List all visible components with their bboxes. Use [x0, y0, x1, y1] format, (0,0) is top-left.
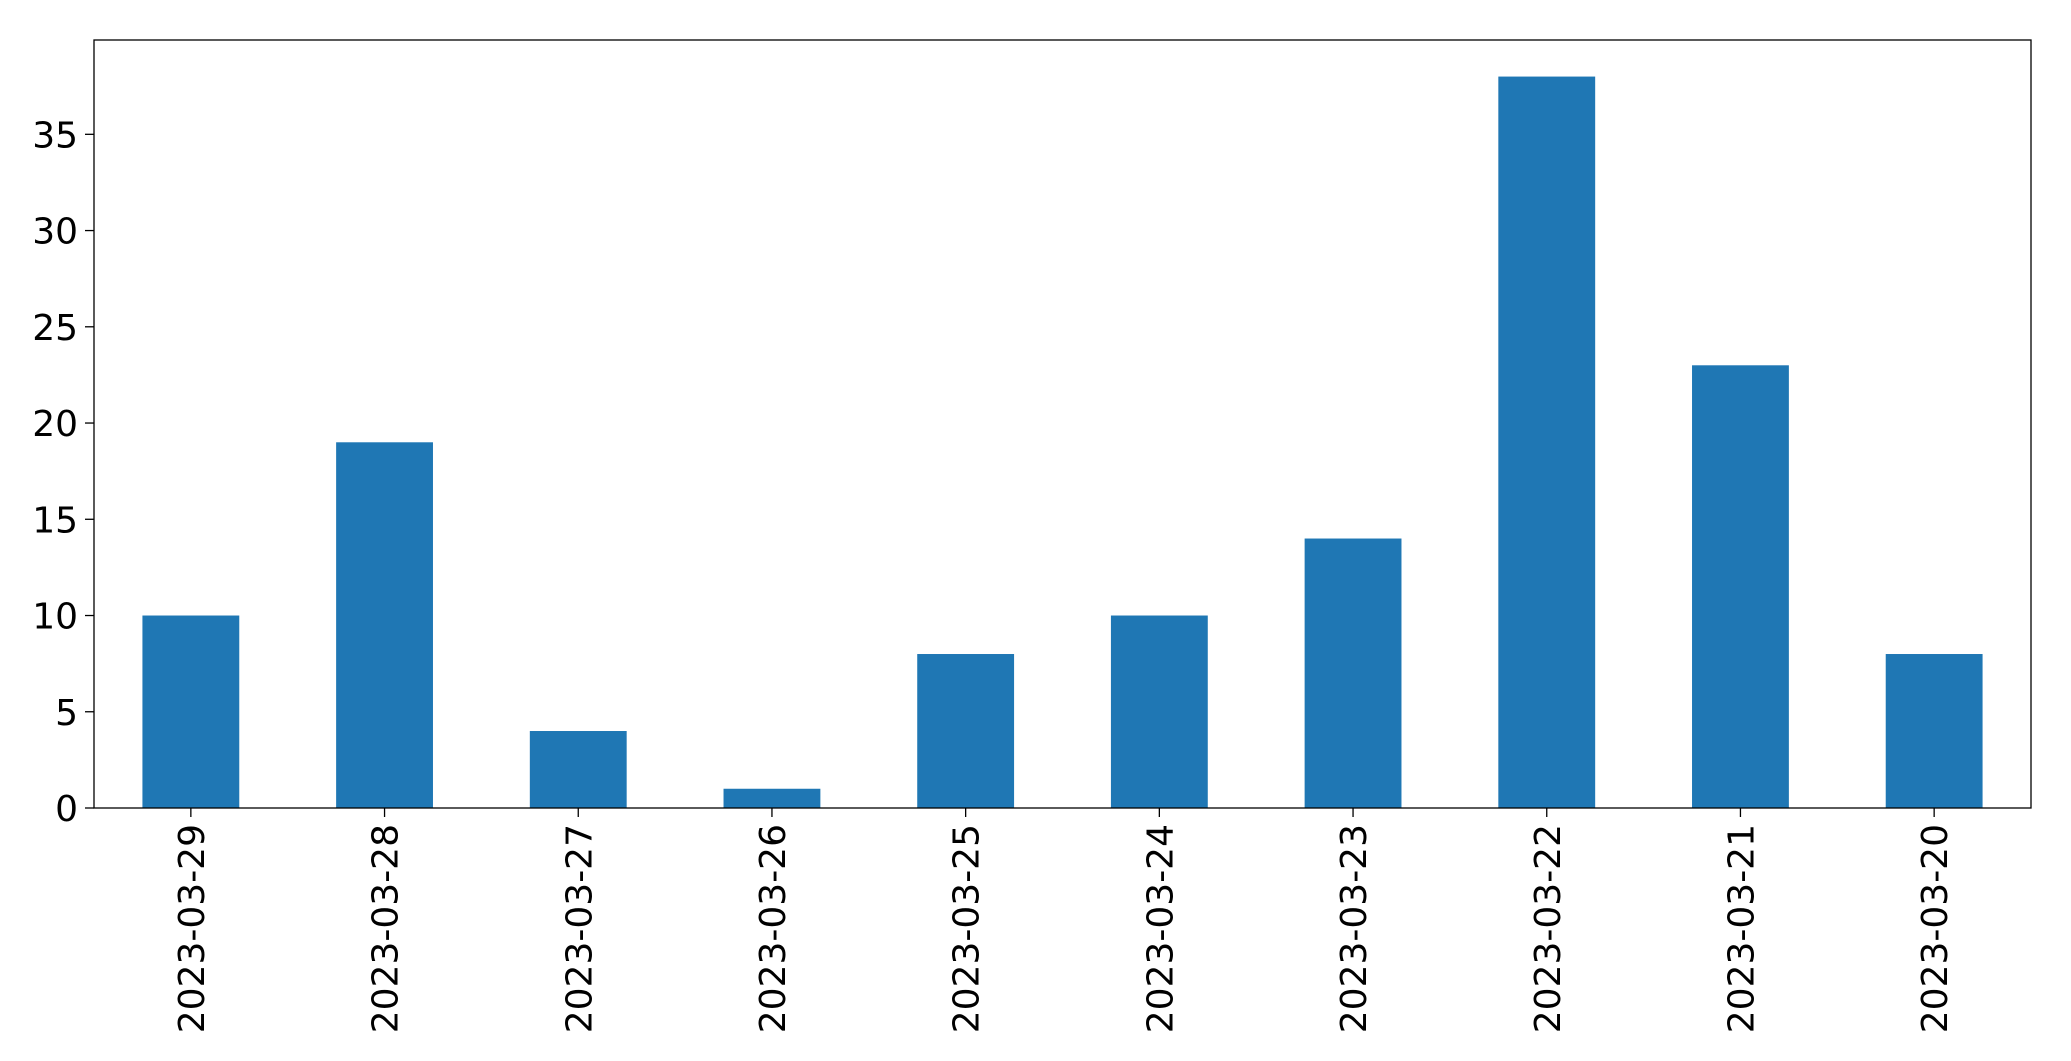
- y-tick-label: 30: [32, 212, 78, 253]
- y-tick-label: 5: [55, 693, 78, 734]
- bar: [529, 731, 627, 808]
- x-tick-label: 2023-03-21: [1721, 824, 1762, 1033]
- bar: [1110, 615, 1208, 808]
- bar: [142, 615, 240, 808]
- y-tick-label: 0: [55, 789, 78, 830]
- x-tick-label: 2023-03-28: [366, 824, 407, 1033]
- y-tick-label: 25: [32, 308, 78, 349]
- x-tick-label: 2023-03-24: [1140, 824, 1181, 1033]
- x-tick-label: 2023-03-29: [172, 824, 213, 1033]
- y-tick-label: 15: [32, 500, 78, 541]
- x-tick-label: 2023-03-27: [559, 824, 600, 1033]
- bar: [1498, 76, 1596, 809]
- y-tick-label: 10: [32, 597, 78, 638]
- x-tick-label: 2023-03-20: [1915, 824, 1956, 1033]
- bar: [1304, 538, 1402, 808]
- plot-frame: [93, 39, 2032, 809]
- y-tick-label: 20: [32, 404, 78, 445]
- bar: [1692, 365, 1789, 808]
- x-tick-label: 2023-03-25: [947, 824, 988, 1033]
- bar: [917, 654, 1015, 808]
- bar: [723, 788, 821, 808]
- x-tick-label: 2023-03-26: [753, 824, 794, 1033]
- x-tick-label: 2023-03-22: [1528, 824, 1569, 1033]
- x-tick-label: 2023-03-23: [1334, 824, 1375, 1033]
- bar: [336, 442, 433, 808]
- bar: [1885, 654, 1983, 808]
- y-tick-label: 35: [32, 115, 78, 156]
